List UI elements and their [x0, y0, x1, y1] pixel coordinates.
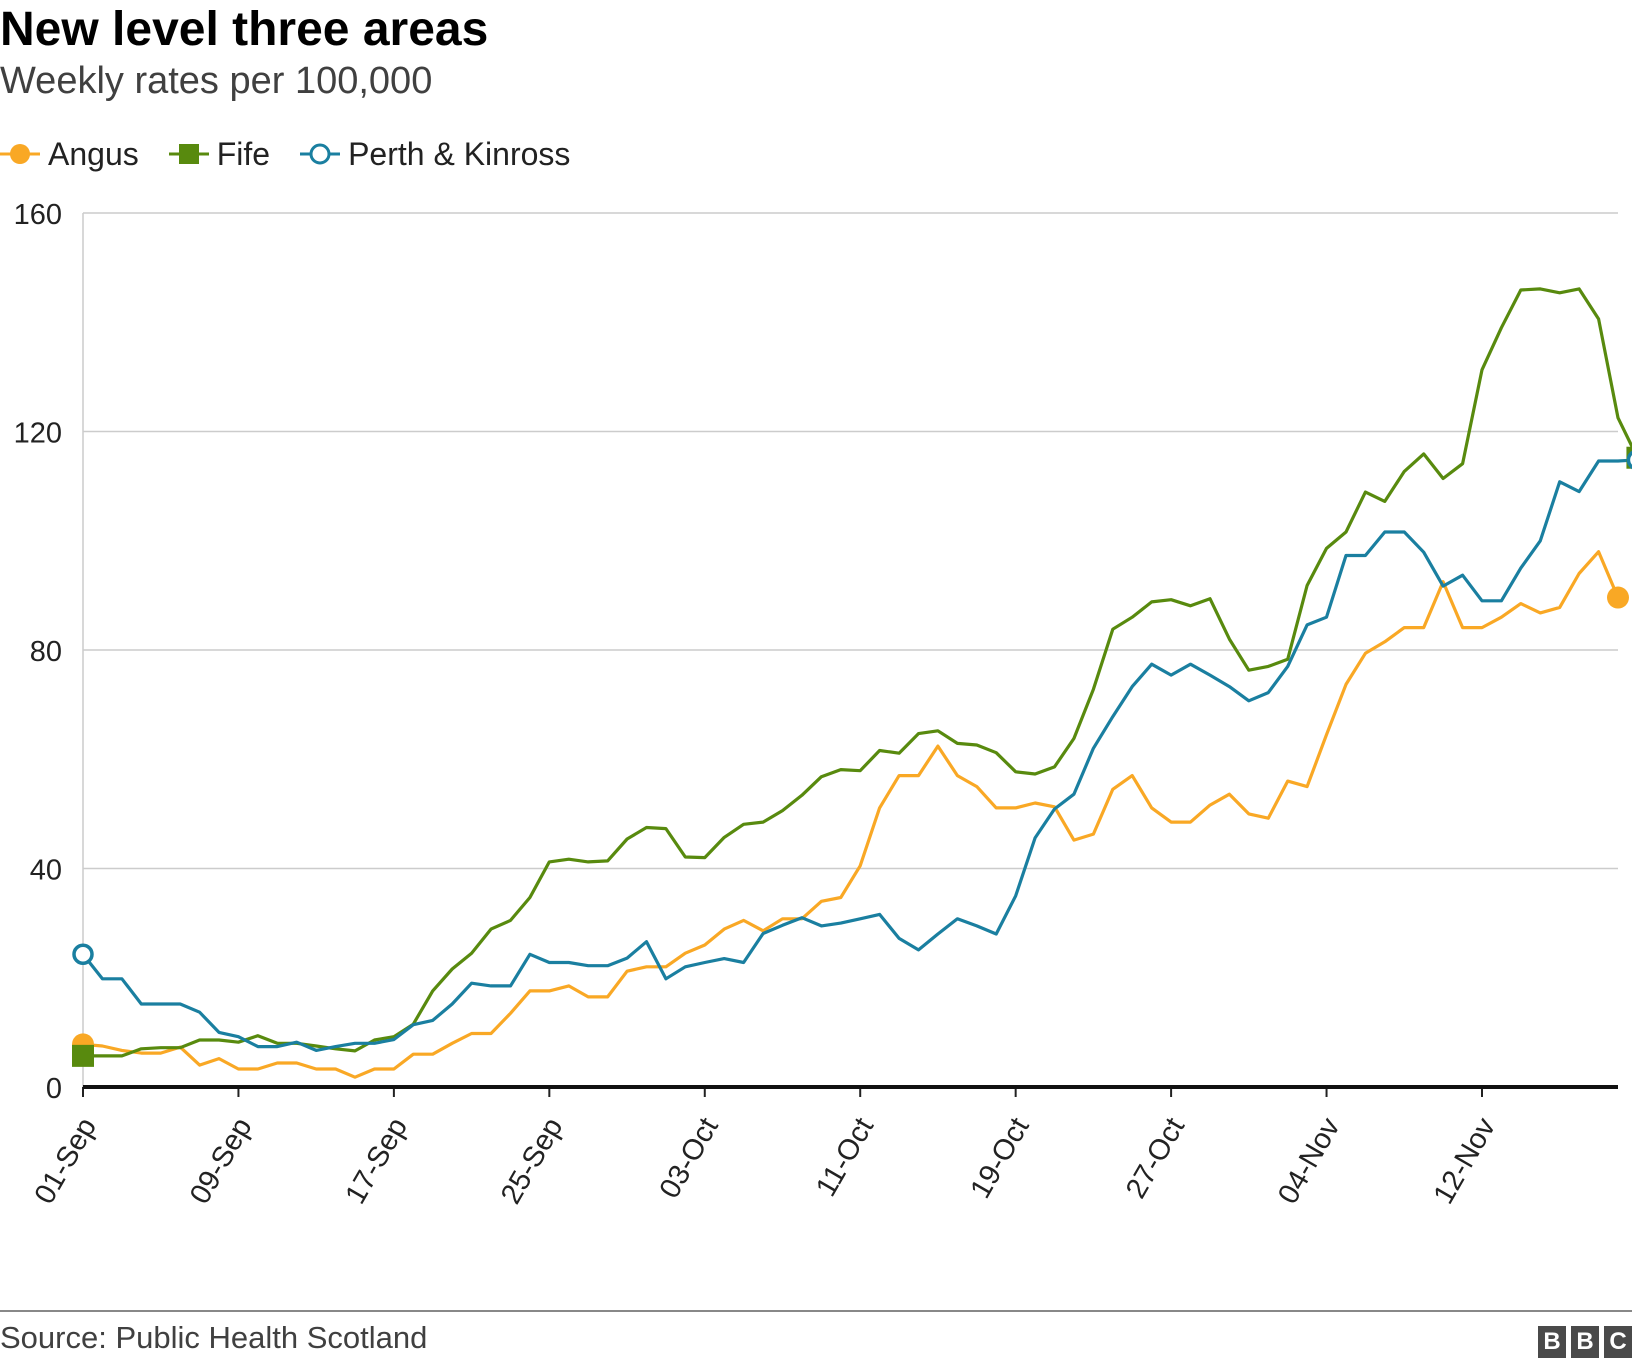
bbc-logo: B B C: [1533, 1326, 1632, 1358]
x-tick-label: 27-Oct: [1120, 1113, 1191, 1204]
perth-kinross-legend-marker-icon: [300, 143, 341, 165]
y-tick-label: 120: [14, 418, 62, 450]
chart-subtitle: Weekly rates per 100,000: [0, 60, 433, 102]
x-tick-label: 01-Sep: [29, 1113, 103, 1210]
fife-legend-marker-icon: [168, 144, 209, 164]
bbc-logo-letter: C: [1604, 1326, 1632, 1358]
y-tick-label: 80: [30, 636, 62, 668]
marker-fife: [72, 1044, 94, 1067]
marker-perth-kinross: [1626, 450, 1632, 470]
x-tick-label: 19-Oct: [964, 1113, 1035, 1204]
marker-perth-kinross: [72, 943, 94, 966]
bbc-logo-letter: B: [1538, 1326, 1566, 1358]
bbc-logo-letter: B: [1571, 1326, 1599, 1358]
footer-divider: [0, 1310, 1632, 1312]
x-tick-label: 12-Nov: [1428, 1112, 1503, 1209]
y-tick-label: 40: [30, 855, 62, 887]
y-tick-label: 0: [46, 1073, 62, 1105]
series-line-fife: [81, 287, 1632, 1058]
legend-label-angus: Angus: [48, 135, 139, 172]
legend-item-perth-kinross: Perth & Kinross: [300, 136, 570, 173]
legend-item-fife: Fife: [168, 135, 271, 173]
x-tick-label: 03-Oct: [654, 1113, 725, 1204]
legend-label-fife: Fife: [216, 135, 271, 172]
x-tick-label: 09-Sep: [184, 1113, 258, 1210]
legend-item-angus: Angus: [0, 136, 139, 173]
legend: Angus Fife Perth & Kinross: [0, 132, 600, 176]
chart-title: New level three areas: [0, 3, 489, 56]
x-tick-label: 04-Nov: [1272, 1112, 1347, 1209]
x-tick-label: 17-Sep: [339, 1113, 413, 1210]
marker-angus: [1607, 586, 1629, 609]
series-line-perth-kinross: [81, 458, 1632, 1053]
y-tick-label: 160: [14, 199, 62, 231]
line-chart: 0 40 80 120 160 01-Sep 09-Sep 17-Sep 25-Sep 03-Oc…: [14, 199, 1632, 1210]
x-tick-label: 25-Sep: [495, 1113, 569, 1210]
angus-legend-marker-icon: [0, 144, 40, 164]
legend-label-perth-kinross: Perth & Kinross: [348, 135, 571, 172]
x-tick-label: 11-Oct: [810, 1113, 880, 1203]
source-note: Source: Public Health Scotland: [0, 1320, 428, 1355]
series-line-angus: [81, 550, 1620, 1079]
